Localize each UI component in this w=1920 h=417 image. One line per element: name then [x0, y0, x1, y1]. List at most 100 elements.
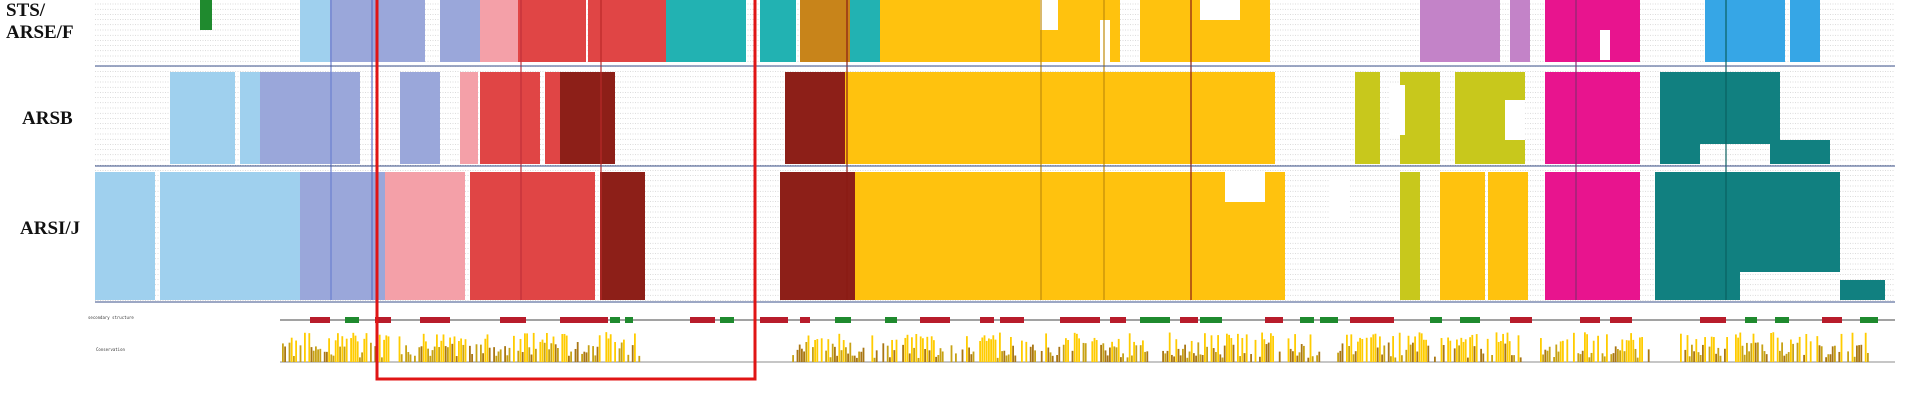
alignment-block	[1545, 172, 1640, 300]
alignment-gap	[1600, 30, 1610, 60]
conservation-bar	[1357, 341, 1359, 362]
secondary-structure-element	[1060, 317, 1100, 323]
conservation-bar	[1120, 357, 1122, 362]
alignment-block	[470, 172, 525, 300]
conservation-bar	[546, 332, 548, 362]
conservation-bar	[1259, 356, 1261, 362]
conservation-bar	[475, 344, 478, 362]
conservation-bar	[1289, 348, 1292, 362]
conservation-bar	[1104, 350, 1107, 362]
conservation-bar	[526, 333, 528, 362]
conservation-bar	[1100, 344, 1102, 362]
conservation-bar	[594, 355, 597, 362]
conservation-bar	[1553, 357, 1555, 362]
conservation-bar	[1261, 332, 1263, 362]
conservation-bar	[1162, 350, 1164, 362]
conservation-bar	[1829, 354, 1832, 362]
conservation-bar	[530, 354, 533, 362]
conservation-bar	[831, 343, 834, 362]
conservation-bar	[1750, 343, 1753, 362]
conservation-bar	[1425, 339, 1427, 362]
conservation-bar	[1341, 343, 1344, 362]
conservation-bar	[1407, 335, 1410, 362]
conservation-bar	[587, 345, 590, 362]
conservation-bar	[1471, 334, 1474, 362]
conservation-bar	[1864, 332, 1867, 362]
conservation-bar	[451, 343, 454, 362]
alignment-block	[855, 172, 1075, 300]
conservation-bar	[326, 351, 328, 362]
alignment-block	[1488, 172, 1528, 300]
conservation-bar	[565, 335, 568, 362]
secondary-structure-track	[280, 317, 1895, 323]
conservation-bar	[1390, 356, 1392, 362]
conservation-bar	[1084, 343, 1087, 362]
secondary-structure-element	[1510, 317, 1532, 323]
conservation-bar	[1423, 339, 1425, 362]
alignment-block	[1840, 280, 1885, 300]
conservation-bar	[1197, 342, 1200, 362]
conservation-bar	[917, 357, 920, 362]
conservation-bar	[499, 349, 502, 362]
secondary-structure-element	[1320, 317, 1338, 323]
conservation-bar	[1639, 337, 1641, 362]
conservation-bar	[922, 338, 924, 362]
conservation-bar	[1787, 352, 1790, 362]
conservation-bar	[1173, 356, 1175, 362]
secondary-structure-element	[1350, 317, 1394, 323]
alignment-block	[460, 72, 478, 164]
alignment-block	[200, 172, 300, 300]
conservation-bar	[1416, 351, 1419, 362]
alignment-block	[1545, 72, 1640, 164]
alignment-block	[1355, 72, 1380, 164]
conservation-bar	[295, 340, 297, 362]
conservation-bar	[407, 352, 410, 362]
conservation-bar	[524, 333, 526, 362]
conservation-bar	[1704, 337, 1706, 362]
secondary-structure-element	[1745, 317, 1757, 323]
conservation-bar	[1014, 355, 1017, 362]
conservation-bar	[913, 347, 915, 362]
conservation-bar	[1095, 340, 1098, 362]
highlight-box-layer	[375, 0, 757, 381]
conservation-bar	[605, 332, 608, 362]
conservation-bar	[858, 351, 860, 362]
conservation-bar	[895, 339, 898, 362]
secondary-structure-element	[1300, 317, 1314, 323]
alignment-gap	[1200, 0, 1240, 20]
conservation-bar	[504, 346, 506, 362]
conservation-bar	[1032, 344, 1034, 362]
conservation-bar	[1557, 351, 1560, 362]
conservation-bar	[1195, 355, 1197, 362]
alignment-block	[780, 172, 855, 300]
conservation-bar	[1318, 351, 1321, 362]
alignment-block	[260, 72, 360, 164]
conservation-bar	[1111, 341, 1113, 362]
conservation-bar	[1071, 350, 1074, 362]
conservation-bar	[1263, 339, 1266, 362]
conservation-bar	[1199, 354, 1202, 362]
conservation-bar	[1495, 332, 1498, 362]
alignment-block	[1660, 72, 1700, 164]
conservation-bar	[1346, 334, 1348, 362]
conservation-bar	[1508, 341, 1511, 362]
conservation-bar	[1827, 354, 1830, 362]
secondary-structure-element	[980, 317, 994, 323]
conservation-bar	[1372, 334, 1375, 362]
conservation-bar	[1078, 338, 1080, 362]
alignment-block	[1075, 72, 1275, 164]
alignment-block	[240, 72, 260, 164]
conservation-bar	[350, 338, 352, 362]
conservation-bar	[1765, 354, 1768, 362]
conservation-bar	[427, 348, 429, 362]
secondary-structure-element	[760, 317, 788, 323]
conservation-bar	[1614, 346, 1617, 362]
alignment-blocks-layer	[95, 0, 1885, 300]
secondary-structure-element	[1860, 317, 1878, 323]
conservation-bar	[1188, 351, 1191, 362]
conservation-bar	[638, 355, 641, 362]
conservation-bar	[1135, 345, 1138, 362]
group-label-sts-line1: STS/	[6, 0, 46, 21]
conservation-bar	[398, 336, 401, 362]
alignment-block	[1545, 0, 1640, 62]
